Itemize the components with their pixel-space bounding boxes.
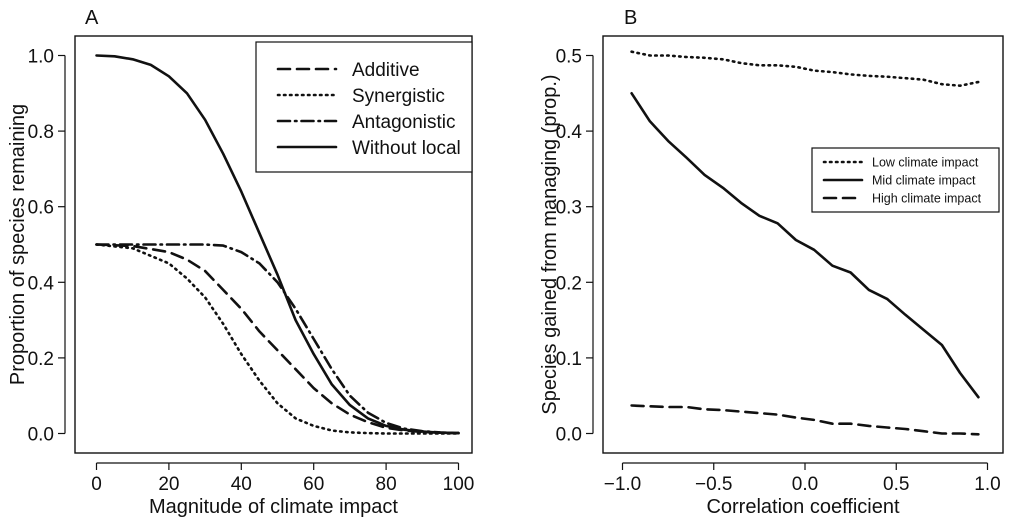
legend-label: Without local [352, 138, 461, 159]
series-line-mid-climate-impact [630, 92, 980, 399]
y-tick-label: 0.8 [28, 122, 54, 143]
x-tick-label: −0.5 [695, 474, 733, 495]
y-tick-label: 0.5 [556, 47, 582, 68]
y-axis-title: Proportion of species remaining [7, 104, 29, 385]
panel-label: A [85, 7, 99, 29]
y-tick-label: 0.1 [556, 349, 582, 370]
series-line-synergistic [95, 243, 460, 435]
series-line-high-climate-impact [630, 404, 980, 436]
y-tick-label: 0.4 [28, 273, 55, 294]
series-line-additive [95, 243, 460, 435]
x-tick-label: 0.0 [792, 474, 818, 495]
x-tick-label: 60 [303, 474, 324, 495]
plot-frame [602, 35, 1004, 454]
legend: Additive Synergistic Antagonistic Without l… [255, 41, 473, 173]
y-tick-label: 0.2 [28, 349, 54, 370]
y-axis-title: Species gained from managing (prop.) [539, 74, 561, 414]
x-axis-title: Magnitude of climate impact [149, 496, 398, 518]
x-tick-label: 0.5 [883, 474, 909, 495]
legend-label: Low climate impact [872, 156, 979, 170]
series-group [630, 50, 980, 436]
x-tick-label: 0 [91, 474, 102, 495]
legend-label: High climate impact [872, 192, 982, 206]
x-tick-label: 80 [376, 474, 397, 495]
plot-frame [74, 35, 473, 454]
x-axis: 0 20 40 60 80 100 [91, 462, 475, 495]
x-tick-label: 40 [231, 474, 252, 495]
y-tick-label: 1.0 [28, 47, 54, 68]
legend-label: Additive [352, 60, 420, 81]
y-tick-label: 0.0 [556, 425, 582, 446]
x-tick-label: 1.0 [974, 474, 1000, 495]
x-tick-label: 20 [158, 474, 179, 495]
panel-a: A 0 20 40 60 80 100 0.0 0.2 0.4 0.6 0.8 1.0 Magnitude… [7, 7, 474, 518]
x-axis: −1.0 −0.5 0.0 0.5 1.0 [604, 462, 1001, 495]
series-group [95, 54, 460, 435]
legend: Low climate impact Mid climate impact High… [811, 147, 1000, 213]
legend-label: Antagonistic [352, 112, 456, 133]
y-tick-label: 0.2 [556, 273, 582, 294]
y-axis: 0.0 0.1 0.2 0.3 0.4 0.5 [556, 47, 594, 446]
series-line-without-local [95, 54, 460, 435]
x-axis-title: Correlation coefficient [706, 496, 900, 518]
y-tick-label: 0.6 [28, 198, 54, 219]
y-tick-label: 0.4 [556, 122, 583, 143]
series-line-low-climate-impact [630, 50, 980, 87]
y-axis: 0.0 0.2 0.4 0.6 0.8 1.0 [28, 47, 66, 446]
y-tick-label: 0.0 [28, 425, 54, 446]
x-tick-label: 100 [443, 474, 475, 495]
y-tick-label: 0.3 [556, 198, 582, 219]
panel-label: B [624, 7, 637, 29]
panel-b: B−1.0 −0.5 0.0 0.5 1.00.00.10.20.30.40.5Corr… [539, 7, 1004, 518]
legend-label: Mid climate impact [872, 174, 976, 188]
legend-box [255, 41, 473, 173]
legend-label: Synergistic [352, 86, 445, 107]
x-tick-label: −1.0 [604, 474, 642, 495]
